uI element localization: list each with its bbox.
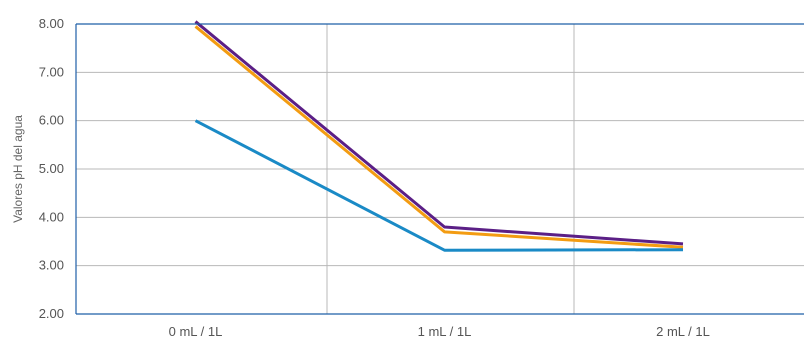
x-tick-label: 2 mL / 1L: [656, 324, 710, 339]
axes: 2.00 3.00 4.00 5.00 6.00 7.00 8.00 0 mL / 1L 1 m…: [39, 16, 804, 339]
y-tick-label: 6.00: [39, 113, 64, 128]
series-line-2: [194, 25, 684, 249]
y-tick-label: 3.00: [39, 258, 64, 273]
y-tick-label: 8.00: [39, 16, 64, 31]
series-line-1: [194, 20, 684, 246]
y-tick-label: 4.00: [39, 209, 64, 224]
grid: [76, 24, 804, 314]
x-tick-label: 1 mL / 1L: [418, 324, 472, 339]
x-tick-label: 0 mL / 1L: [169, 324, 223, 339]
y-tick-label: 7.00: [39, 64, 64, 79]
series-lines: [194, 20, 684, 252]
y-tick-label: 5.00: [39, 161, 64, 176]
y-tick-label: 2.00: [39, 306, 64, 321]
series-line-3: [194, 119, 684, 252]
y-axis-title: Valores pH del agua: [11, 115, 25, 223]
